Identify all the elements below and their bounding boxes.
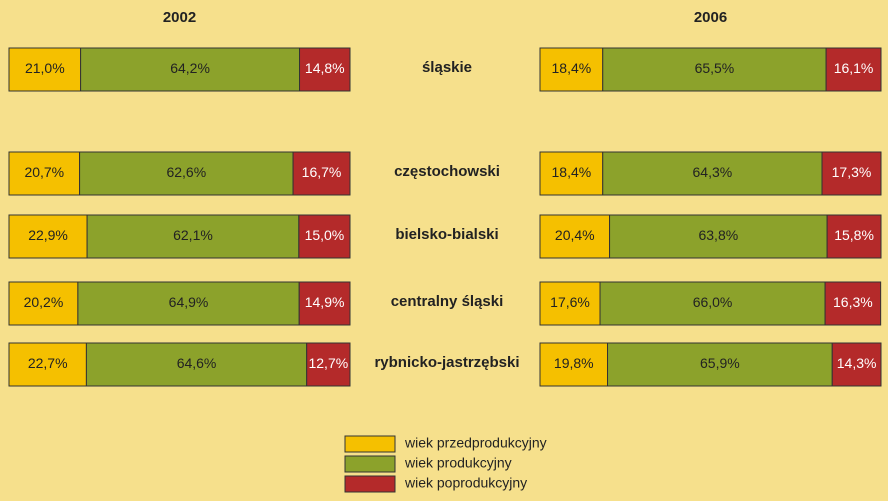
bar-segment [825,47,882,92]
value-label: 22,9% [28,227,68,243]
value-label: 22,7% [28,355,68,371]
value-label: 20,4% [555,227,595,243]
value-label: 21,0% [25,60,65,76]
panel-title: 2006 [694,9,727,26]
bar-segment [539,281,601,326]
value-label: 65,9% [700,355,740,371]
bar-segment [831,342,882,387]
value-label: 17,3% [832,164,872,180]
category-label: rybnicko-jastrzębski [374,354,519,371]
bar-segment [306,342,351,387]
bar-segment [824,281,882,326]
value-label: 65,5% [695,60,735,76]
bar-segment [298,214,351,259]
bar-segment [8,47,82,92]
value-label: 62,1% [173,227,213,243]
value-label: 18,4% [552,60,592,76]
value-label: 16,3% [833,294,873,310]
bar-segment [8,281,79,326]
legend-swatch [344,435,396,453]
legend-swatch [344,475,396,493]
value-label: 64,9% [169,294,209,310]
value-label: 16,7% [302,164,342,180]
bar-segment [602,151,823,196]
bar-segment [607,342,833,387]
value-label: 17,6% [550,294,590,310]
value-label: 20,7% [24,164,64,180]
value-label: 66,0% [693,294,733,310]
bar-segment [298,281,351,326]
value-label: 64,3% [693,164,733,180]
value-label: 64,6% [177,355,217,371]
category-label: centralny śląski [391,293,504,310]
value-label: 18,4% [552,164,592,180]
bar-segment [602,47,827,92]
value-label: 19,8% [554,355,594,371]
value-label: 20,2% [24,294,64,310]
bar-segment [85,342,308,387]
value-label: 15,8% [834,227,874,243]
value-label: 64,2% [170,60,210,76]
bar-segment [8,214,88,259]
value-label: 62,6% [166,164,206,180]
category-label: śląskie [422,59,472,76]
panel-title: 2002 [163,9,196,26]
category-label: częstochowski [394,163,500,180]
bar-segment [539,47,604,92]
legend-label: wiek poprodukcyjny [404,475,527,491]
value-label: 14,3% [837,355,877,371]
bar-segment [299,47,351,92]
bar-segment [826,214,882,259]
bar-segment [292,151,351,196]
bar-segment [539,342,609,387]
bar-segment [80,47,301,92]
value-label: 12,7% [308,355,348,371]
bar-segment [8,342,87,387]
value-label: 14,8% [305,60,345,76]
bar-segment [609,214,828,259]
bar-segment [539,151,604,196]
bar-segment [539,214,611,259]
legend-swatch [344,455,396,473]
category-label: bielsko-bialski [395,226,498,243]
bar-segment [79,151,294,196]
bar-segment [86,214,300,259]
legend-label: wiek produkcyjny [404,455,512,471]
bar-segment [821,151,882,196]
value-label: 15,0% [305,227,345,243]
value-label: 14,9% [305,294,345,310]
legend-label: wiek przedprodukcyjny [404,435,547,451]
value-label: 16,1% [834,60,874,76]
value-label: 63,8% [698,227,738,243]
